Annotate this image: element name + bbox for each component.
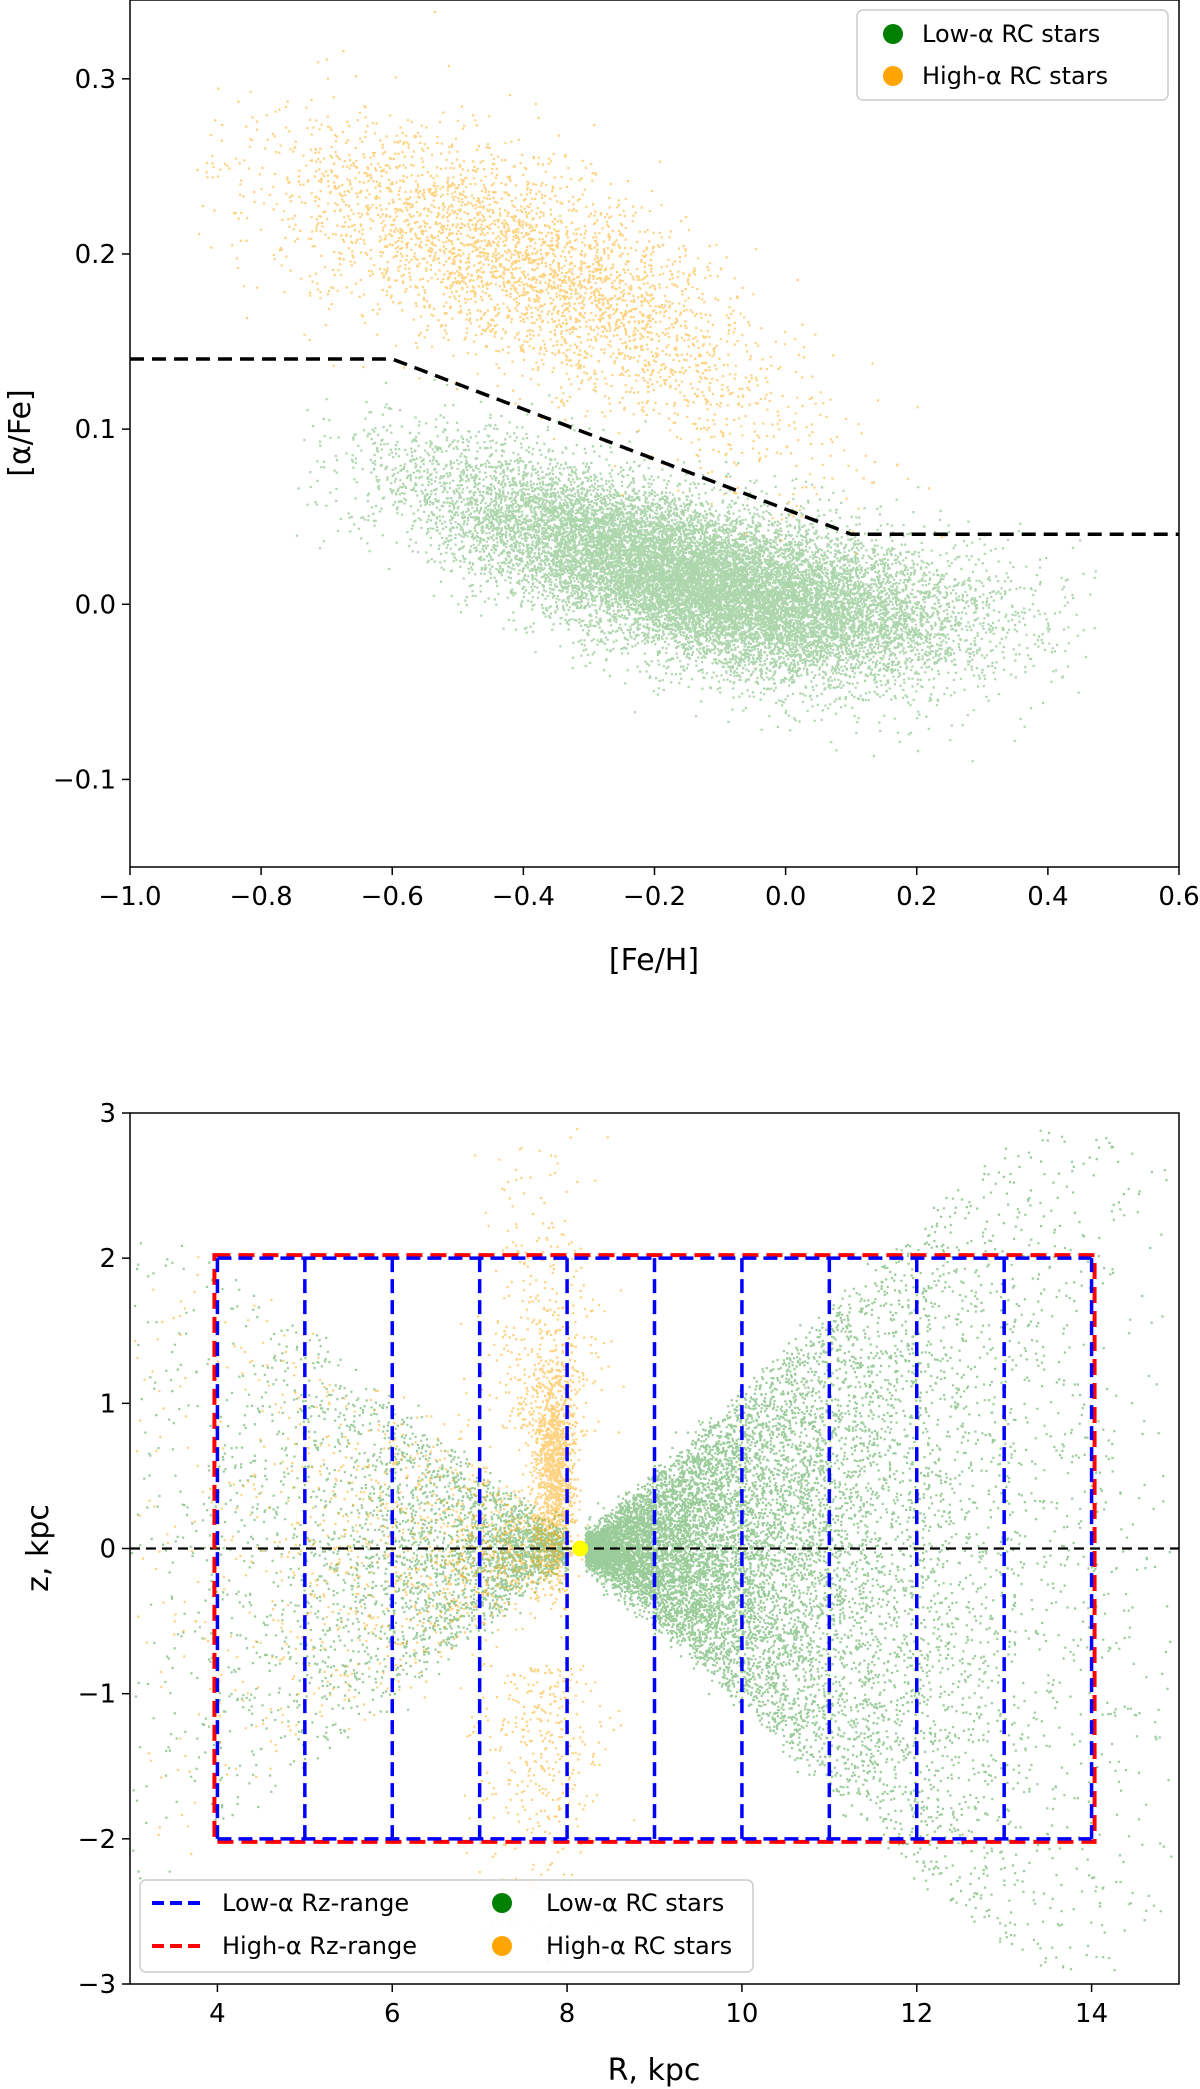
x-tick-label: 10 [725,1999,758,2029]
rz-y-ticks: −3 −2 −1 0 1 2 3 [78,1099,130,2000]
legend-high-alpha-marker [883,66,903,86]
low-alpha-star-points [295,378,1097,763]
x-tick-label: −0.8 [230,882,293,912]
rz-x-ticks: 4 6 8 10 12 14 [209,1984,1108,2029]
abundance-y-label: [α/Fe] [3,389,38,476]
legend-low-alpha-stars-marker [492,1893,512,1913]
low-alpha-rz-range-bins [215,1256,1094,1841]
rz-scatter-points [130,1127,1173,1972]
x-tick-label: 12 [900,1999,933,2029]
y-tick-label: −2 [78,1825,116,1855]
rz-y-label: z, kpc [21,1504,56,1592]
legend-low-alpha-stars-label: Low-α RC stars [546,1889,724,1917]
x-tick-label: 8 [559,1999,576,2029]
abundance-plot: −1.0 −0.8 −0.6 −0.4 −0.2 0.0 0.2 0.4 0.6 −0.1 0.0… [3,0,1200,978]
legend-high-alpha-stars-label: High-α RC stars [546,1932,732,1960]
y-tick-label: 3 [99,1099,116,1129]
legend-high-alpha-range-label: High-α Rz-range [222,1932,417,1960]
abundance-y-ticks: −0.1 0.0 0.1 0.2 0.3 [53,65,130,795]
x-tick-label: 14 [1075,1999,1108,2029]
legend-high-alpha-label: High-α RC stars [922,62,1108,90]
x-tick-label: 0.2 [896,882,937,912]
x-tick-label: −0.2 [623,882,686,912]
legend-low-alpha-range-label: Low-α Rz-range [222,1889,409,1917]
x-tick-label: −0.6 [361,882,424,912]
x-tick-label: 0.6 [1158,882,1199,912]
rz-x-label: R, kpc [608,2053,701,2088]
abundance-legend: Low-α RC stars High-α RC stars [856,9,1169,101]
legend-low-alpha-marker [883,24,903,44]
sun-position-marker [572,1540,589,1557]
x-tick-label: 6 [384,1999,401,2029]
y-tick-label: 0.2 [75,240,116,270]
y-tick-label: −0.1 [53,765,116,795]
low-alpha-star-points [130,1129,1173,1972]
rz-legend: Low-α Rz-range High-α Rz-range Low-α RC … [139,1879,754,1973]
x-tick-label: 4 [209,1999,226,2029]
y-tick-label: 0.0 [75,590,116,620]
legend-high-alpha-stars-marker [492,1936,512,1956]
y-tick-label: 2 [99,1244,116,1274]
abundance-x-label: [Fe/H] [609,943,699,978]
high-alpha-star-points [196,10,944,555]
abundance-plot-frame [129,0,1180,868]
x-tick-label: −0.4 [492,882,555,912]
alpha-divider-line [130,357,1179,536]
abundance-scatter-points [196,10,1097,763]
legend-low-alpha-label: Low-α RC stars [922,20,1100,48]
y-tick-label: 0.3 [75,65,116,95]
y-tick-label: 0.1 [75,415,116,445]
high-alpha-star-points [134,1127,636,1970]
high-alpha-rz-range-box [212,1253,1097,1844]
y-tick-label: −3 [78,1970,116,2000]
x-tick-label: 0.0 [765,882,806,912]
x-tick-label: −1.0 [98,882,161,912]
abundance-x-ticks: −1.0 −0.8 −0.6 −0.4 −0.2 0.0 0.2 0.4 0.6 [98,867,1200,912]
y-tick-label: −1 [78,1680,116,1710]
y-tick-label: 0 [99,1535,116,1565]
y-tick-label: 1 [99,1389,116,1419]
rz-legend-box [139,1879,754,1973]
x-tick-label: 0.4 [1027,882,1068,912]
abundance-legend-box [856,9,1169,101]
